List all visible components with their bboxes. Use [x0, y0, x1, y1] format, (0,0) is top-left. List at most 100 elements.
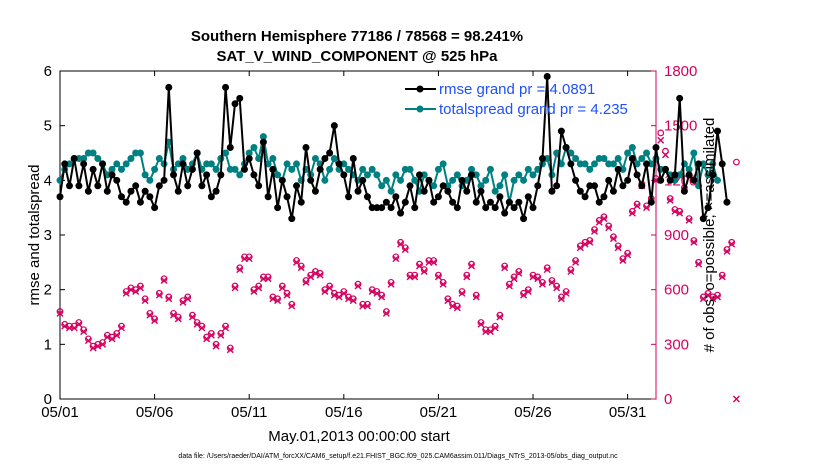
- totalspread-point: [321, 176, 329, 184]
- cross-stroke: [666, 196, 674, 204]
- rmse-point: [311, 187, 319, 195]
- cross-stroke: [491, 324, 499, 332]
- obs-assimilated-point: [444, 297, 452, 305]
- obs-assimilated-point: [174, 315, 182, 323]
- totalspread-point: [529, 171, 537, 179]
- rmse-point: [212, 187, 220, 195]
- obs-assimilated-point: [56, 309, 64, 317]
- rmse-point: [99, 160, 107, 168]
- cross-stroke: [141, 297, 149, 305]
- cross-stroke: [198, 324, 206, 332]
- x-axis-label: May.01,2013 00:00:00 start: [268, 428, 450, 445]
- totalspread-point: [283, 160, 291, 168]
- obs-assimilated-point: [657, 136, 665, 144]
- rmse-point: [647, 198, 655, 206]
- rmse-point: [628, 154, 636, 162]
- obs-assimilated-point: [472, 293, 480, 301]
- rmse-point: [600, 193, 608, 201]
- rmse-point: [108, 171, 116, 179]
- rmse-point: [543, 72, 551, 80]
- rmse-point: [595, 198, 603, 206]
- obs-assimilated-point: [222, 324, 230, 332]
- rmse-point: [274, 204, 282, 212]
- obs-assimilated-point: [543, 266, 551, 274]
- totalspread-point: [94, 154, 102, 162]
- obs-assimilated-point: [434, 273, 442, 281]
- rmse-point: [515, 198, 523, 206]
- rmse-point: [425, 176, 433, 184]
- rmse-point: [136, 198, 144, 206]
- rmse-point: [335, 160, 343, 168]
- obs-assimilated-point: [595, 218, 603, 226]
- cross-stroke: [685, 216, 693, 224]
- cross-stroke: [160, 277, 168, 285]
- rmse-point: [562, 144, 570, 152]
- obs-assimilated-point: [345, 295, 353, 303]
- obs-assimilated-point: [278, 284, 286, 292]
- rmse-point: [122, 198, 130, 206]
- rmse-point: [643, 160, 651, 168]
- cross-stroke: [311, 269, 319, 277]
- cross-stroke: [127, 286, 135, 294]
- totalspread-point: [434, 165, 442, 173]
- obs-assimilated-point: [392, 255, 400, 263]
- rmse-point: [151, 204, 159, 212]
- rmse-point: [222, 83, 230, 91]
- cross-stroke: [420, 267, 428, 275]
- totalspread-point: [373, 171, 381, 179]
- obs-assimilated-point: [378, 293, 386, 301]
- cross-stroke: [382, 309, 390, 317]
- obs-assimilated-point: [70, 324, 78, 332]
- cross-stroke: [326, 284, 334, 292]
- y-tick-label: 6: [44, 63, 52, 80]
- cross-stroke: [477, 320, 485, 328]
- cross-stroke: [501, 264, 509, 272]
- obs-assimilated-point: [108, 335, 116, 343]
- cross-stroke: [538, 280, 546, 288]
- rmse-point: [434, 193, 442, 201]
- cross-stroke: [340, 289, 348, 297]
- obs-assimilated-point: [671, 207, 679, 215]
- totalspread-point: [486, 165, 494, 173]
- obs-assimilated-point: [553, 284, 561, 292]
- obs-assimilated-point: [188, 313, 196, 321]
- cross-stroke: [321, 287, 329, 295]
- rmse-point: [146, 193, 154, 201]
- obs-assimilated-point: [330, 291, 338, 299]
- y2-tick-label: 300: [664, 336, 689, 353]
- rmse-point: [65, 182, 73, 190]
- cross-stroke: [222, 324, 230, 332]
- rmse-point: [652, 144, 660, 152]
- obs-assimilated-point: [382, 309, 390, 317]
- cross-stroke: [136, 284, 144, 292]
- rmse-point: [382, 198, 390, 206]
- cross-stroke: [170, 311, 178, 319]
- totalspread-point: [359, 165, 367, 173]
- obs-assimilated-point: [387, 280, 395, 288]
- obs-assimilated-point: [80, 328, 88, 336]
- cross-stroke: [510, 275, 518, 283]
- obs-assimilated-point: [614, 244, 622, 252]
- cross-stroke: [619, 257, 627, 265]
- cross-stroke: [363, 302, 371, 310]
- totalspread-point: [311, 154, 319, 162]
- cross-stroke: [94, 342, 102, 350]
- rmse-point: [463, 187, 471, 195]
- cross-stroke: [75, 320, 83, 328]
- totalspread-point: [591, 160, 599, 168]
- rmse-point: [326, 149, 334, 157]
- obs-assimilated-point: [591, 227, 599, 235]
- rmse-point: [397, 209, 405, 217]
- totalspread-point: [326, 165, 334, 173]
- cross-stroke: [122, 289, 130, 297]
- cross-stroke: [108, 335, 116, 343]
- cross-stroke: [226, 346, 234, 354]
- cross-stroke: [657, 136, 665, 144]
- cross-stroke: [378, 293, 386, 301]
- obs-assimilated-point: [728, 240, 736, 248]
- rmse-point: [548, 187, 556, 195]
- cross-stroke: [472, 293, 480, 301]
- rmse-point: [713, 127, 721, 135]
- rmse-point: [307, 176, 315, 184]
- obs-assimilated-point: [179, 298, 187, 306]
